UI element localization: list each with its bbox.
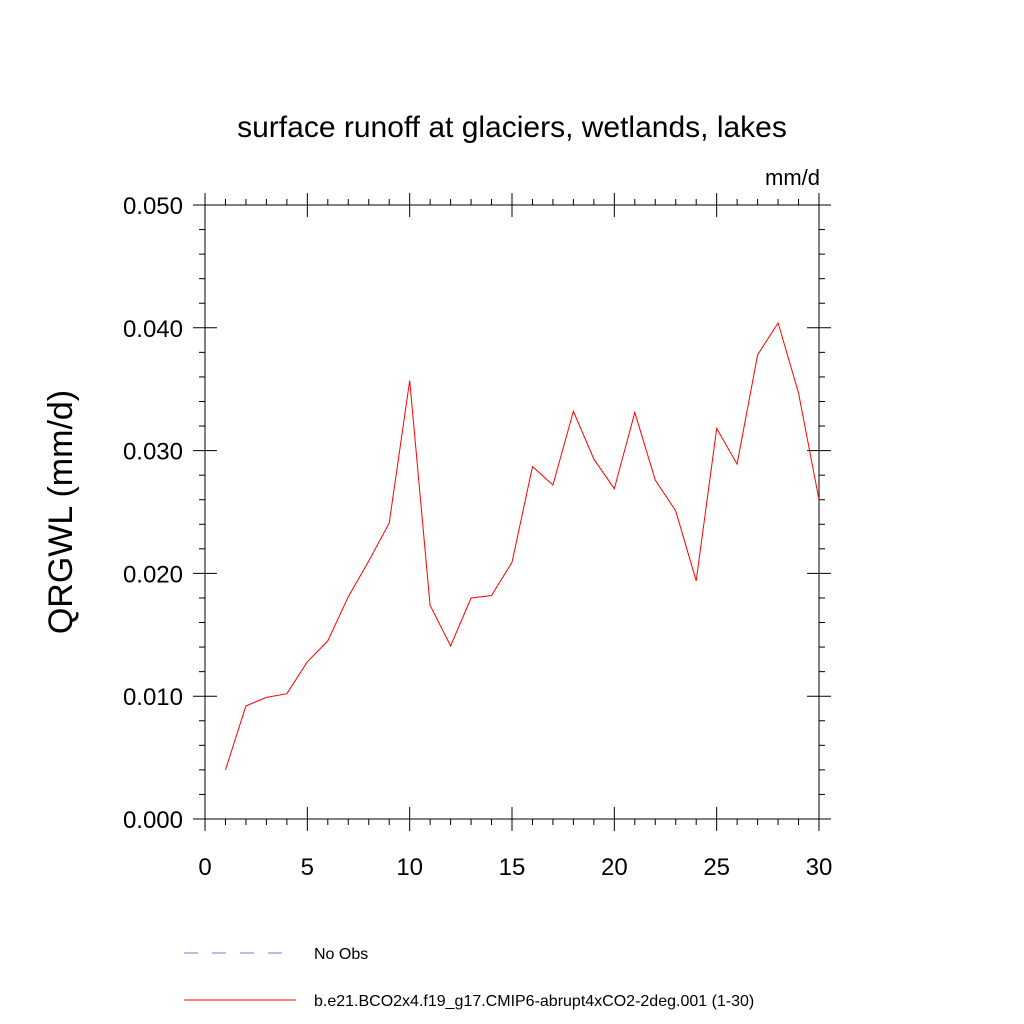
units-label: mm/d <box>765 165 820 190</box>
y-axis-label: QRGWL (mm/d) <box>42 390 80 634</box>
x-tick-label: 10 <box>396 854 423 881</box>
x-tick-label: 0 <box>198 854 211 881</box>
legend-label-no-obs: No Obs <box>314 946 368 963</box>
x-tick-label: 20 <box>601 854 628 881</box>
plot-frame <box>204 204 820 820</box>
y-tick-label: 0.000 <box>123 807 183 834</box>
y-tick-label: 0.050 <box>123 193 183 220</box>
x-tick-label: 5 <box>301 854 314 881</box>
series-line <box>225 321 820 771</box>
chart-title: surface runoff at glaciers, wetlands, la… <box>237 111 787 144</box>
y-tick-label: 0.040 <box>123 316 183 343</box>
y-tick-label: 0.020 <box>123 561 183 588</box>
axis-tick-labels: 0 5 10 15 20 25 30 0.000 0.010 0.020 0.030 0.040 0.0… <box>123 193 832 881</box>
axis-ticks <box>193 193 831 831</box>
y-tick-label: 0.030 <box>123 439 183 466</box>
x-tick-label: 25 <box>703 854 730 881</box>
series-lines <box>225 321 820 771</box>
x-tick-label: 30 <box>806 854 833 881</box>
legend: No Obs b.e21.BCO2x4.f19_g17.CMIP6-abrupt… <box>184 946 754 1010</box>
x-tick-label: 15 <box>499 854 526 881</box>
y-tick-label: 0.010 <box>123 684 183 711</box>
legend-label-model: b.e21.BCO2x4.f19_g17.CMIP6-abrupt4xCO2-2… <box>314 993 754 1010</box>
